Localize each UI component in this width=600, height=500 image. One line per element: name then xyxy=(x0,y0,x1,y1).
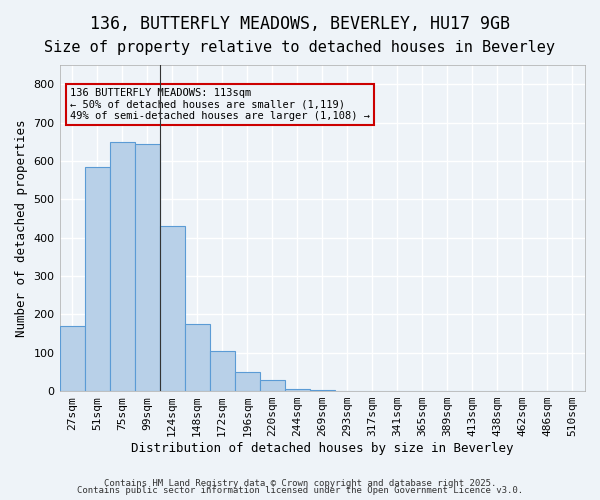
Text: Contains HM Land Registry data © Crown copyright and database right 2025.: Contains HM Land Registry data © Crown c… xyxy=(104,478,496,488)
Bar xyxy=(160,226,185,391)
Bar xyxy=(235,372,260,391)
Bar xyxy=(85,166,110,391)
Bar xyxy=(310,390,335,391)
Text: 136, BUTTERFLY MEADOWS, BEVERLEY, HU17 9GB: 136, BUTTERFLY MEADOWS, BEVERLEY, HU17 9… xyxy=(90,15,510,33)
Y-axis label: Number of detached properties: Number of detached properties xyxy=(15,120,28,337)
Bar xyxy=(185,324,209,391)
Bar xyxy=(209,351,235,391)
Bar xyxy=(285,389,310,391)
Bar xyxy=(59,326,85,391)
Text: Size of property relative to detached houses in Beverley: Size of property relative to detached ho… xyxy=(44,40,556,55)
Text: 136 BUTTERFLY MEADOWS: 113sqm
← 50% of detached houses are smaller (1,119)
49% o: 136 BUTTERFLY MEADOWS: 113sqm ← 50% of d… xyxy=(70,88,370,121)
Bar xyxy=(110,142,134,391)
Text: Contains public sector information licensed under the Open Government Licence v3: Contains public sector information licen… xyxy=(77,486,523,495)
Bar xyxy=(134,144,160,391)
Bar xyxy=(260,380,285,391)
X-axis label: Distribution of detached houses by size in Beverley: Distribution of detached houses by size … xyxy=(131,442,514,455)
